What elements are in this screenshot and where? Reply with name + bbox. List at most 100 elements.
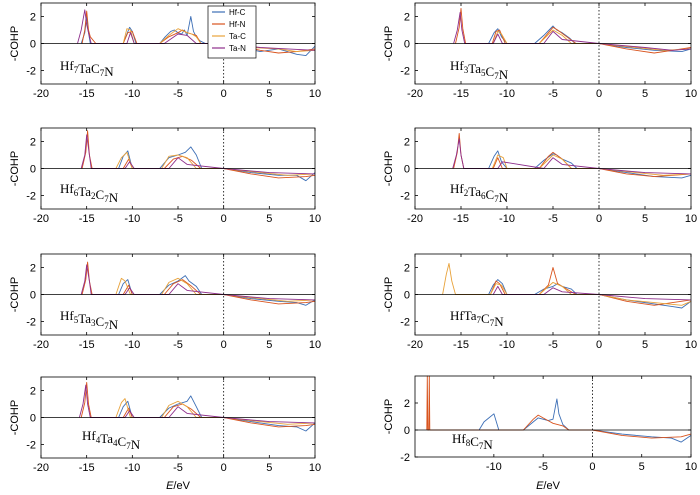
y-tick-label: 2 (404, 137, 410, 149)
x-tick-label: 10 (685, 461, 697, 473)
x-tick-label: -5 (173, 462, 183, 474)
plot-frame (414, 375, 692, 458)
series-line-hf-n (455, 7, 692, 54)
x-axis-label-unit: /eV (173, 480, 190, 492)
y-tick-label: 0 (404, 290, 410, 302)
y-axis-label: -COHP (9, 26, 21, 61)
x-tick-label: -5 (548, 88, 558, 100)
formula-element: N (499, 67, 509, 82)
y-axis-label: -COHP (383, 399, 395, 434)
legend-label: Hf-N (229, 20, 246, 29)
formula-subscript: 7 (126, 441, 131, 451)
compound-formula: Hf2Ta6C7N (450, 181, 509, 205)
x-tick-label: -10 (124, 213, 140, 225)
y-tick-label: 2 (30, 12, 36, 24)
x-tick-label: -20 (33, 462, 49, 474)
y-tick-label: 0 (404, 425, 410, 437)
formula-element: N (104, 64, 114, 79)
y-tick-label: 0 (30, 39, 36, 51)
y-axis-label: -COHP (383, 151, 395, 186)
x-axis-label-symbol: E (536, 480, 544, 492)
x-tick-label: 10 (685, 339, 697, 351)
formula-subscript: 5 (74, 315, 79, 325)
x-tick-label: 10 (309, 213, 321, 225)
y-axis-label: -COHP (9, 277, 21, 312)
x-tick-label: 10 (685, 213, 697, 225)
x-tick-label: -5 (173, 213, 183, 225)
x-tick-label: 5 (266, 339, 272, 351)
series-line-hf-c (118, 146, 316, 182)
series-line-hf-n (80, 381, 316, 428)
compound-formula: Hf3Ta5C7N (450, 58, 509, 82)
x-tick-label: 0 (596, 88, 602, 100)
x-tick-label: -10 (499, 88, 515, 100)
x-tick-label: -10 (124, 88, 140, 100)
series-line-hf-c (80, 16, 316, 57)
y-axis-label: -COHP (383, 277, 395, 312)
series-line-hf-n (426, 375, 692, 439)
series-line-ta-n (492, 285, 692, 301)
series-line-ta-c (492, 29, 692, 51)
series-line-hf-n (81, 130, 316, 179)
formula-element: Ta (78, 184, 91, 199)
formula-element: C (481, 311, 490, 326)
x-tick-label: 0 (221, 88, 227, 100)
x-tick-label: -5 (548, 213, 558, 225)
y-tick-label: -2 (26, 440, 36, 452)
y-axis-label: -COHP (9, 151, 21, 186)
y-tick-label: 2 (30, 137, 36, 149)
formula-element: Ta (78, 311, 91, 326)
x-tick-label: -20 (407, 88, 423, 100)
x-tick-label: -20 (407, 339, 423, 351)
formula-element: Hf (60, 181, 74, 196)
series-line-ta-n (453, 12, 692, 51)
series-line-ta-n (78, 384, 316, 424)
y-axis-label: -COHP (9, 400, 21, 435)
series-line-ta-n (80, 264, 316, 301)
x-tick-label: -15 (79, 213, 95, 225)
series-line-hf-n (453, 132, 692, 178)
formula-element: HfTa (450, 308, 477, 323)
x-tick-label: -15 (453, 339, 469, 351)
formula-subscript: 4 (113, 438, 118, 448)
formula-subscript: 4 (96, 435, 101, 445)
x-tick-label: -15 (453, 213, 469, 225)
y-tick-label: 0 (30, 164, 36, 176)
formula-element: N (483, 437, 493, 452)
y-tick-label: -2 (26, 317, 36, 329)
formula-element: C (96, 314, 105, 329)
formula-element: Hf (452, 431, 466, 446)
x-tick-label: -10 (499, 339, 515, 351)
y-tick-label: 2 (404, 263, 410, 275)
x-tick-label: -20 (33, 88, 49, 100)
x-axis-label: E/eV (166, 480, 191, 492)
series-line-ta-c (115, 277, 316, 302)
x-tick-label: -5 (173, 339, 183, 351)
formula-subscript: 7 (494, 71, 499, 81)
x-tick-label: 5 (266, 88, 272, 100)
x-tick-label: -15 (453, 88, 469, 100)
formula-subscript: 8 (466, 438, 471, 448)
compound-formula: Hf4Ta4C7N (82, 428, 141, 452)
formula-element: TaC (78, 61, 99, 76)
x-tick-label: 10 (309, 339, 321, 351)
y-tick-label: -2 (26, 66, 36, 78)
formula-element: C (486, 187, 495, 202)
y-tick-label: 2 (404, 398, 410, 410)
x-tick-label: 5 (266, 213, 272, 225)
x-tick-label: -5 (173, 88, 183, 100)
series-line-ta-c (115, 398, 316, 425)
x-tick-label: 5 (642, 213, 648, 225)
y-tick-label: -2 (26, 191, 36, 203)
x-tick-label: -20 (33, 339, 49, 351)
x-tick-label: 0 (596, 213, 602, 225)
formula-element: Ta (468, 61, 481, 76)
legend-label: Ta-N (229, 44, 246, 53)
formula-subscript: 2 (464, 188, 469, 198)
x-tick-label: 5 (266, 462, 272, 474)
formula-subscript: 7 (479, 441, 484, 451)
